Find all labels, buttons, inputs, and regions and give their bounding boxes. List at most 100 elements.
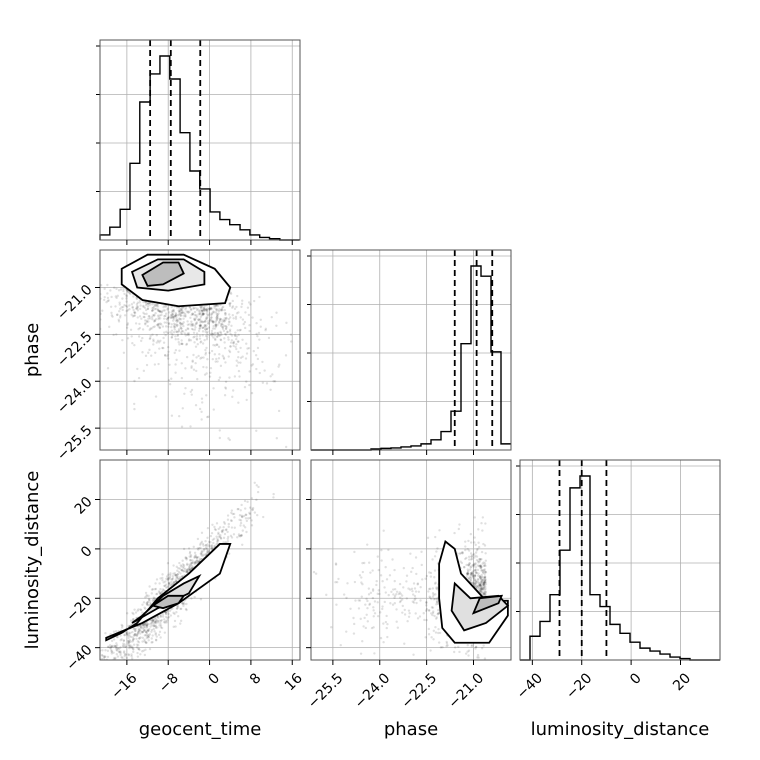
- scatter-group-geocent_time-phase: [100, 253, 293, 449]
- sample-point: [163, 353, 167, 357]
- sample-point: [173, 315, 177, 318]
- sample-point: [203, 308, 206, 311]
- sample-point: [137, 627, 140, 631]
- sample-point: [204, 320, 207, 323]
- sample-point: [235, 343, 238, 346]
- sample-point: [137, 335, 141, 338]
- sample-point: [167, 582, 171, 585]
- sample-point: [454, 646, 457, 649]
- sample-point: [429, 596, 432, 599]
- sample-point: [236, 294, 239, 298]
- sample-point: [131, 646, 134, 650]
- sample-point: [232, 533, 236, 536]
- sample-point: [195, 315, 199, 318]
- frame-phase-hist: [310, 249, 512, 451]
- sample-point: [119, 288, 123, 291]
- sample-point: [194, 317, 197, 320]
- sample-point: [210, 544, 214, 547]
- sample-point: [473, 581, 476, 584]
- sample-point: [192, 368, 196, 371]
- sample-point: [482, 576, 486, 579]
- sample-point: [196, 561, 199, 565]
- sample-point: [158, 341, 161, 344]
- sample-point: [480, 590, 483, 594]
- sample-point: [479, 584, 482, 587]
- sample-point: [179, 321, 182, 325]
- sample-point: [261, 381, 265, 384]
- sample-point: [469, 576, 473, 579]
- sample-point: [178, 349, 181, 352]
- sample-point: [457, 527, 460, 531]
- sample-point: [108, 325, 111, 329]
- sample-point: [395, 620, 398, 623]
- sample-point: [206, 415, 209, 419]
- contour-level-2: [471, 594, 504, 615]
- sample-point: [379, 611, 382, 614]
- sample-point: [469, 577, 472, 580]
- sample-point: [250, 391, 254, 395]
- sample-point: [148, 647, 152, 651]
- sample-point: [479, 563, 482, 567]
- sample-point: [258, 338, 261, 341]
- sample-point: [111, 315, 114, 318]
- sample-point: [196, 560, 200, 564]
- sample-point: [243, 385, 247, 389]
- sample-point: [148, 627, 151, 631]
- sample-point: [171, 333, 174, 337]
- sample-point: [167, 615, 171, 619]
- sample-point: [390, 590, 393, 594]
- sample-point: [375, 583, 378, 587]
- sample-point: [474, 568, 477, 571]
- sample-point: [395, 608, 398, 611]
- sample-point: [233, 307, 237, 311]
- sample-point: [202, 544, 205, 547]
- sample-point: [133, 310, 136, 314]
- sample-point: [470, 555, 473, 558]
- sample-point: [437, 612, 440, 615]
- sample-point: [376, 614, 380, 618]
- sample-point: [172, 309, 175, 312]
- sample-point: [469, 573, 473, 577]
- sample-point: [204, 325, 207, 328]
- sample-point: [273, 380, 277, 383]
- sample-point: [118, 661, 120, 663]
- axis-title-x-phase: phase: [384, 719, 438, 740]
- sample-point: [365, 597, 368, 601]
- sample-point: [429, 575, 433, 578]
- sample-point: [168, 363, 171, 367]
- sample-point: [117, 289, 121, 292]
- sample-point: [163, 331, 166, 334]
- sample-point: [472, 582, 476, 585]
- sample-point: [479, 578, 483, 581]
- sample-point: [143, 312, 146, 316]
- sample-point: [206, 536, 209, 540]
- sample-point: [480, 565, 483, 568]
- sample-point: [123, 314, 127, 317]
- sample-point: [248, 324, 251, 327]
- sample-point: [211, 319, 214, 323]
- sample-point: [133, 379, 136, 383]
- sample-point: [222, 536, 226, 540]
- sample-point: [187, 327, 190, 331]
- sample-point: [145, 320, 149, 324]
- sample-point: [213, 337, 217, 341]
- sample-point: [170, 335, 174, 339]
- sample-point: [470, 555, 473, 558]
- sample-point: [213, 327, 217, 330]
- sample-point: [464, 652, 468, 655]
- sample-point: [115, 644, 119, 647]
- sample-point: [229, 291, 232, 294]
- sample-point: [133, 629, 137, 633]
- sample-point: [210, 320, 214, 323]
- sample-point: [124, 665, 126, 667]
- sample-point: [229, 301, 232, 305]
- sample-point: [121, 297, 124, 300]
- axis-title-y-phase: phase: [22, 323, 43, 377]
- sample-point: [349, 607, 352, 610]
- sample-point: [466, 644, 469, 647]
- sample-point: [152, 621, 155, 624]
- sample-point: [133, 632, 137, 636]
- sample-point: [146, 603, 149, 607]
- sample-point: [166, 316, 170, 320]
- sample-point: [219, 534, 222, 537]
